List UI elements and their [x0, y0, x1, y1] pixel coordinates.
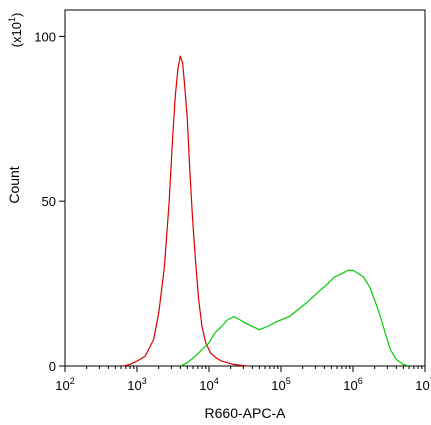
- y-multiplier-label: (x101): [7, 13, 24, 48]
- y-multiplier-text: (x10: [9, 22, 24, 47]
- y-multiplier-close: ): [9, 13, 24, 17]
- y-tick-label: 100: [34, 29, 56, 44]
- histogram-series-1: [123, 55, 249, 367]
- y-tick-label: 50: [42, 194, 56, 209]
- x-tick-label: 104: [199, 376, 218, 393]
- x-axis-ticks: 102 103 104 105 106 107: [55, 366, 431, 393]
- series-layer: [123, 55, 410, 367]
- y-tick-label: 0: [49, 359, 56, 374]
- x-axis-title: R660-APC-A: [205, 405, 287, 421]
- plot-frame: [64, 9, 426, 367]
- y-axis-title: Count: [6, 166, 22, 203]
- y-multiplier-exponent: 1: [7, 17, 17, 22]
- y-axis-ticks: 0 50 100: [34, 29, 65, 374]
- x-tick-label: 107: [415, 376, 431, 393]
- svg-text:(x101): (x101): [7, 13, 24, 48]
- x-tick-label: 103: [127, 376, 146, 393]
- x-tick-label: 106: [343, 376, 362, 393]
- x-tick-label: 102: [55, 376, 74, 393]
- x-tick-label: 105: [271, 376, 290, 393]
- histogram-series-2: [180, 269, 410, 367]
